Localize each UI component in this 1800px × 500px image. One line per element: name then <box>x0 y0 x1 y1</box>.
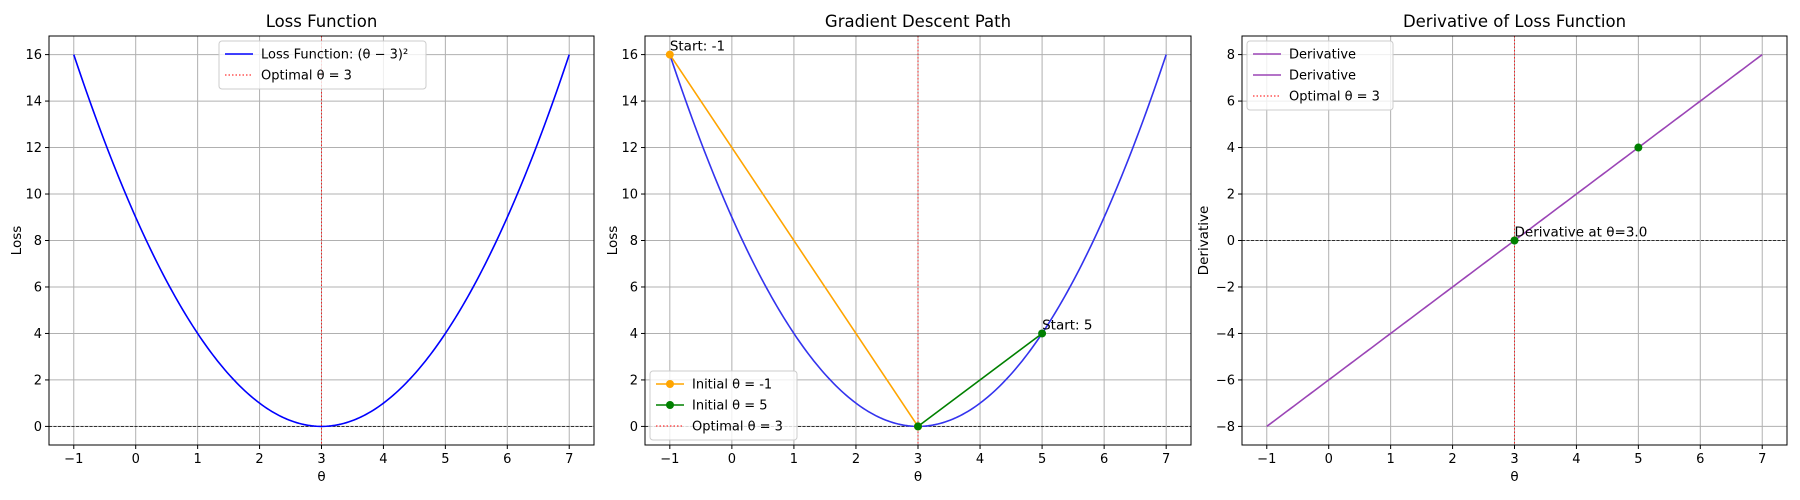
y-tick-label: 14 <box>25 95 42 110</box>
x-tick-label: 5 <box>441 452 449 467</box>
legend-box <box>1246 40 1394 111</box>
y-tick-label: 2 <box>1227 188 1235 203</box>
x-tick-label: 3 <box>317 452 325 467</box>
y-tick-label: 14 <box>621 95 638 110</box>
legend: Loss Function: (θ − 3)² Optimal θ = 3 <box>218 40 427 90</box>
y-tick-label: 8 <box>34 234 42 249</box>
loss-curve-line <box>73 54 570 428</box>
x-axis-label: θ <box>914 469 922 485</box>
legend-label: Initial θ = 5 <box>692 399 768 414</box>
point-annotation: Derivative at θ=3.0 <box>1515 225 1648 241</box>
chart-title: Loss Function <box>266 12 378 31</box>
legend-box <box>649 370 798 441</box>
x-axis-label: θ <box>317 469 325 485</box>
legend-label: Loss Function: (θ − 3)² <box>261 48 408 63</box>
legend: Initial θ = -1 Initial θ = 5 Optimal θ = 3 <box>649 370 798 441</box>
descent-path-point <box>914 422 922 431</box>
y-tick-label: 10 <box>621 188 638 203</box>
x-tick-label: 0 <box>1325 452 1333 467</box>
x-tick-label: 1 <box>790 452 798 467</box>
y-tick-label: 4 <box>34 327 42 342</box>
x-tick-label: 2 <box>255 452 263 467</box>
y-tick-label: 0 <box>630 420 638 435</box>
y-tick-label: 8 <box>1227 48 1235 63</box>
x-tick-label: 6 <box>503 452 511 467</box>
y-tick-label: −6 <box>1216 373 1235 388</box>
y-tick-label: 6 <box>1227 95 1235 110</box>
y-tick-label: 12 <box>621 141 638 156</box>
y-tick-label: 6 <box>34 280 42 295</box>
legend-label: Initial θ = -1 <box>692 378 772 393</box>
data-point <box>1510 236 1519 245</box>
descent-path-point <box>665 50 674 59</box>
x-tick-label: 0 <box>728 452 736 467</box>
y-tick-label: −8 <box>1216 420 1235 435</box>
legend-marker <box>666 401 674 409</box>
chart-title: Derivative of Loss Function <box>1403 12 1626 31</box>
x-tick-label: 1 <box>193 452 201 467</box>
point-annotation: Start: 5 <box>1042 317 1092 333</box>
x-tick-label: 5 <box>1038 452 1046 467</box>
legend-label: Optimal θ = 3 <box>261 69 352 84</box>
x-tick-label: −1 <box>1257 452 1276 467</box>
descent-path-point <box>1038 329 1047 338</box>
x-tick-label: 0 <box>132 452 140 467</box>
legend-label: Optimal θ = 3 <box>1289 90 1380 105</box>
y-tick-label: 8 <box>630 234 638 249</box>
x-tick-label: 7 <box>1758 452 1766 467</box>
y-tick-label: 16 <box>25 48 42 63</box>
x-tick-label: 7 <box>565 452 573 467</box>
x-tick-label: 1 <box>1386 452 1394 467</box>
legend-marker <box>666 380 674 388</box>
x-tick-label: 3 <box>914 452 922 467</box>
y-tick-label: 12 <box>25 141 42 156</box>
x-tick-label: −1 <box>64 452 83 467</box>
data-point <box>1634 143 1643 152</box>
x-tick-label: 4 <box>1572 452 1580 467</box>
x-tick-label: 2 <box>852 452 860 467</box>
chart-title: Gradient Descent Path <box>825 12 1011 31</box>
descent-path-line <box>669 54 919 427</box>
x-tick-label: −1 <box>660 452 679 467</box>
y-axis-label: Loss <box>9 226 25 256</box>
y-tick-label: 6 <box>630 280 638 295</box>
y-tick-label: −2 <box>1216 280 1235 295</box>
legend-box <box>218 40 427 90</box>
y-tick-label: 4 <box>1227 141 1235 156</box>
x-tick-label: 2 <box>1448 452 1456 467</box>
legend-label: Optimal θ = 3 <box>692 420 783 435</box>
legend-label: Derivative <box>1289 48 1356 63</box>
descent-path-line <box>917 332 1043 428</box>
x-tick-label: 5 <box>1634 452 1642 467</box>
y-tick-label: 0 <box>1227 234 1235 249</box>
y-axis-label: Derivative <box>1196 206 1212 276</box>
x-axis-label: θ <box>1510 469 1518 485</box>
y-tick-label: 4 <box>630 327 638 342</box>
y-tick-label: 2 <box>34 373 42 388</box>
x-tick-label: 4 <box>379 452 387 467</box>
x-tick-label: 7 <box>1162 452 1170 467</box>
y-tick-label: −4 <box>1216 327 1235 342</box>
x-tick-label: 4 <box>976 452 984 467</box>
y-tick-label: 10 <box>25 188 42 203</box>
x-tick-label: 6 <box>1100 452 1108 467</box>
legend-label: Derivative <box>1289 69 1356 84</box>
y-tick-label: 2 <box>630 373 638 388</box>
chart-panel-3: Derivative at θ=3.0 −1 0 1 2 3 4 5 6 7 −8 −6 −4 −2 0 2 4… <box>1196 12 1788 485</box>
y-tick-label: 16 <box>621 48 638 63</box>
y-axis-label: Loss <box>605 226 621 256</box>
x-tick-label: 3 <box>1510 452 1518 467</box>
y-tick-label: 0 <box>34 420 42 435</box>
legend: Derivative Derivative Optimal θ = 3 <box>1246 40 1394 111</box>
point-annotation: Start: -1 <box>670 39 725 55</box>
x-tick-label: 6 <box>1696 452 1704 467</box>
